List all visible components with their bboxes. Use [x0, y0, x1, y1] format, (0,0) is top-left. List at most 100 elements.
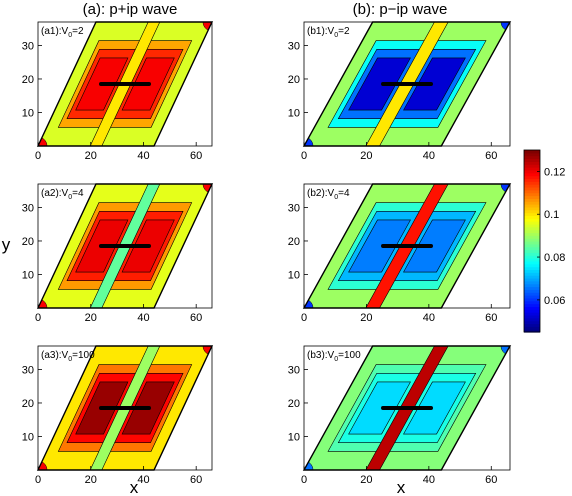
- colorbar-segment: [524, 175, 540, 180]
- colorbar-segment: [524, 269, 540, 273]
- x-tick-label: 40: [137, 150, 149, 162]
- column-a-title: (a): p+ip wave: [83, 1, 178, 18]
- y-tick-label: 30: [288, 202, 300, 214]
- x-tick-label: 20: [85, 312, 97, 324]
- colorbar-segment: [524, 206, 540, 211]
- colorbar-segment: [524, 286, 540, 290]
- corner-hotspot-1: [500, 184, 510, 194]
- y-tick-label: 20: [22, 236, 34, 248]
- corner-hotspot-0: [38, 298, 48, 308]
- colorbar-segment: [524, 306, 540, 310]
- colorbar-segment: [524, 226, 540, 231]
- right-lobe-band-2: [403, 381, 466, 435]
- colorbar-segment: [524, 309, 540, 313]
- colorbar-segment: [524, 158, 540, 162]
- y-tick-label: 10: [288, 269, 300, 281]
- colorbar-segment: [524, 152, 540, 157]
- panel-b2: 0 20 40 60 10 20 30 (b2):V0=4: [288, 183, 512, 324]
- panel-frame: [37, 183, 213, 309]
- colorbar-segment: [524, 172, 540, 177]
- x-tick-label: 20: [360, 150, 372, 162]
- colorbar-segment: [524, 277, 540, 282]
- x-tick-label: 20: [85, 150, 97, 162]
- x-tick-label: 60: [485, 312, 497, 324]
- colorbar-segment: [524, 198, 540, 202]
- colorbar-segment: [524, 314, 540, 319]
- x-tick-label: 40: [423, 312, 435, 324]
- left-lobe-band-2: [348, 57, 411, 111]
- corner-hotspot-1: [202, 22, 212, 32]
- panels-layer: 0 20 40 60 10 20 30 (a1):V0=2 0 20 40 60 10 20 30 (a2):…: [22, 21, 512, 486]
- panel-frame: [303, 183, 511, 309]
- colorbar-segment: [524, 243, 540, 248]
- corner-hotspot-0: [38, 460, 48, 470]
- colorbar-segment: [524, 169, 540, 174]
- colorbar-segment: [524, 272, 540, 276]
- y-tick-label: 10: [22, 431, 34, 443]
- colorbar-segment: [524, 186, 540, 191]
- y-tick-label: 30: [22, 202, 34, 214]
- x-axis-label-a: x: [130, 478, 139, 496]
- corner-hotspot-0: [304, 136, 314, 146]
- colorbar-segment: [524, 263, 540, 268]
- colorbar-segment: [524, 312, 540, 316]
- colorbar-segment: [524, 204, 540, 208]
- colorbar-segment: [524, 255, 540, 259]
- corner-hotspot-1: [500, 22, 510, 32]
- colorbar-segment: [524, 238, 540, 242]
- colorbar: 0.12 0.1 0.08 0.06: [523, 149, 565, 333]
- panel-frame: [303, 345, 511, 471]
- y-tick-label: 10: [22, 107, 34, 119]
- panel-frame: [37, 21, 213, 147]
- x-tick-label: 20: [360, 474, 372, 486]
- colorbar-segment: [524, 184, 540, 188]
- colorbar-segment: [524, 192, 540, 197]
- y-axis-label: y: [2, 235, 11, 254]
- colorbar-segment: [524, 295, 540, 299]
- colorbar-segment: [524, 150, 540, 154]
- x-tick-label: 0: [35, 312, 41, 324]
- panel-b3: 0 20 40 60 10 20 30 (b3):V0=100: [288, 345, 512, 486]
- x-tick-label: 0: [35, 474, 41, 486]
- x-tick-label: 20: [85, 474, 97, 486]
- colorbar-tick-label: 0.08: [544, 252, 565, 264]
- colorbar-segment: [524, 229, 540, 234]
- x-tick-label: 60: [485, 150, 497, 162]
- colorbar-segment: [524, 320, 540, 325]
- panel-b1: 0 20 40 60 10 20 30 (b1):V0=2: [288, 21, 512, 162]
- corner-hotspot-1: [202, 346, 212, 356]
- x-tick-label: 40: [137, 312, 149, 324]
- y-tick-label: 20: [288, 74, 300, 86]
- x-tick-label: 0: [301, 312, 307, 324]
- corner-hotspot-1: [202, 184, 212, 194]
- colorbar-segment: [524, 303, 540, 308]
- x-tick-label: 0: [35, 150, 41, 162]
- colorbar-segment: [524, 258, 540, 262]
- x-tick-label: 40: [423, 150, 435, 162]
- y-tick-label: 30: [288, 40, 300, 52]
- colorbar-segment: [524, 266, 540, 271]
- colorbar-segment: [524, 221, 540, 225]
- colorbar-segment: [524, 297, 540, 302]
- y-tick-label: 30: [22, 364, 34, 376]
- x-tick-label: 0: [301, 474, 307, 486]
- colorbar-segment: [524, 300, 540, 305]
- x-tick-label: 40: [423, 474, 435, 486]
- panel-a3: 0 20 40 60 10 20 30 (a3):V0=100: [22, 345, 214, 486]
- colorbar-segment: [524, 189, 540, 194]
- colorbar-segment: [524, 246, 540, 251]
- colorbar-segment: [524, 155, 540, 160]
- colorbar-segment: [524, 164, 540, 168]
- colorbar-segment: [524, 252, 540, 256]
- colorbar-segment: [524, 161, 540, 165]
- colorbar-segment: [524, 178, 540, 182]
- y-tick-label: 30: [288, 364, 300, 376]
- colorbar-segment: [524, 235, 540, 239]
- colorbar-segment: [524, 181, 540, 185]
- colorbar-segment: [524, 167, 540, 171]
- y-tick-label: 20: [22, 398, 34, 410]
- colorbar-segment: [524, 292, 540, 296]
- x-tick-label: 60: [485, 474, 497, 486]
- colorbar-segment: [524, 326, 540, 330]
